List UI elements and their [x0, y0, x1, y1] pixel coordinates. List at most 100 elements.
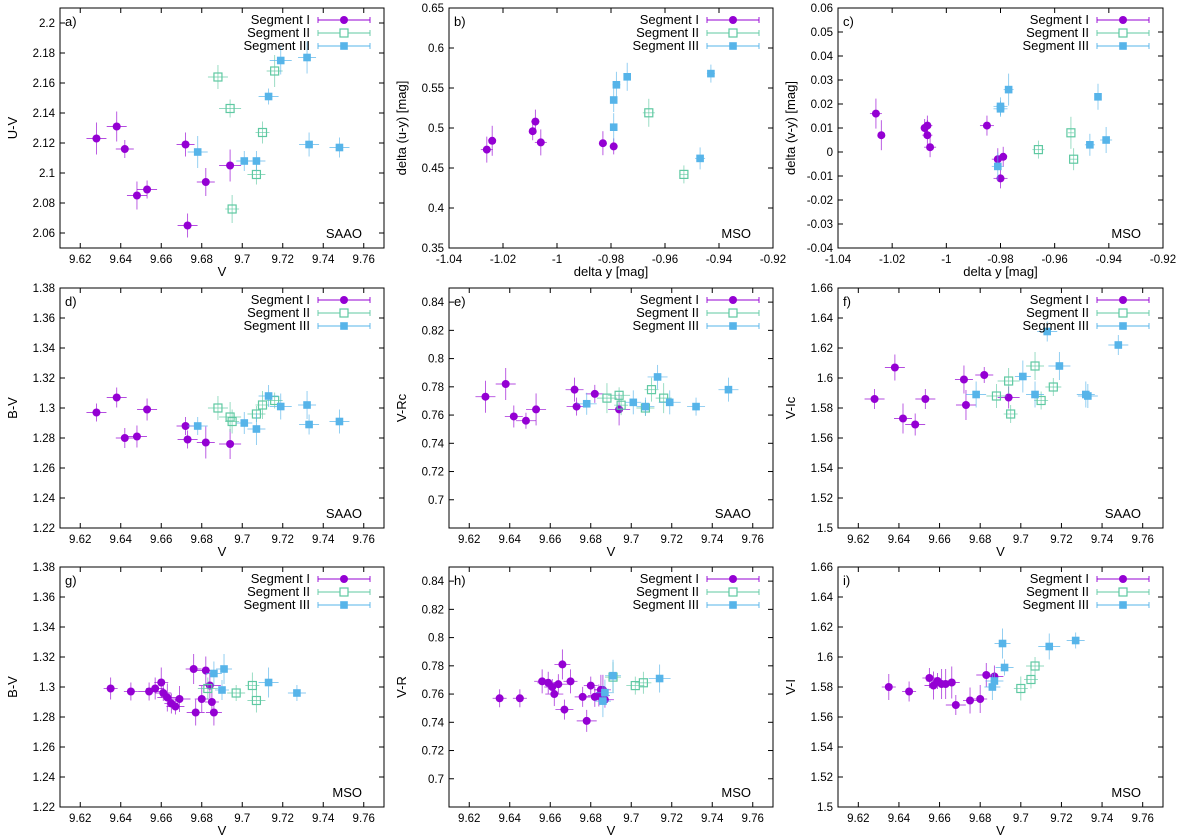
x-tick-label: -0.98 — [598, 254, 624, 266]
x-axis-label: delta y [mag] — [963, 264, 1037, 279]
legend-label: Segment II — [636, 305, 699, 320]
data-point-segment-i — [558, 660, 567, 669]
y-axis-label: B-V — [5, 676, 20, 698]
x-axis-label: V — [607, 544, 616, 559]
y-tick-label: 1.5 — [817, 523, 833, 535]
data-point-segment-i — [871, 109, 880, 118]
legend-label: Segment III — [1023, 38, 1089, 53]
y-tick-label: 0.01 — [811, 123, 833, 135]
y-tick-label: 2.06 — [33, 228, 55, 240]
panel-a: 9.62 9.64 9.66 9.68 9.7 9.72 9.74 9.76 2.06 2.08 2… — [5, 7, 385, 279]
x-tick-label: 9.76 — [1131, 813, 1153, 825]
data-point-segment-iii — [1094, 93, 1102, 101]
y-tick-label: 0.35 — [422, 243, 444, 255]
data-point-segment-iii — [998, 639, 1007, 648]
data-point-segment-iii — [335, 417, 344, 426]
x-axis-label: V — [218, 823, 227, 837]
data-point-segment-iii — [293, 689, 301, 697]
observatory-label: MSO — [721, 785, 751, 800]
data-point-segment-iii — [612, 81, 621, 89]
x-tick-label: 9.66 — [928, 534, 950, 546]
data-point-segment-ii — [227, 204, 237, 214]
data-point-segment-i — [905, 687, 914, 696]
y-tick-label: 2.1 — [39, 168, 55, 180]
data-point-segment-ii — [227, 416, 237, 427]
y-tick-label: 1.62 — [811, 343, 833, 355]
x-tick-label: 9.7 — [234, 534, 250, 546]
y-tick-label: 1.62 — [811, 622, 833, 634]
x-tick-label: 9.68 — [580, 813, 602, 825]
x-tick-label: 9.72 — [272, 534, 294, 546]
y-axis-label: U-V — [5, 116, 20, 139]
observatory-label: SAAO — [1105, 506, 1141, 521]
legend-marker — [1118, 28, 1128, 38]
y-tick-label: 0.55 — [422, 83, 444, 95]
panel-f: 9.62 9.64 9.66 9.68 9.7 9.72 9.74 9.76 1.5 1.52 1.… — [783, 283, 1164, 559]
x-tick-label: 9.74 — [312, 813, 335, 825]
y-tick-label: 1.34 — [33, 622, 56, 634]
data-point-segment-ii — [679, 169, 689, 179]
x-tick-label: 9.76 — [353, 813, 375, 825]
x-tick-label: 9.74 — [312, 534, 335, 546]
x-tick-label: 9.66 — [539, 534, 561, 546]
data-point-segment-iii — [1004, 85, 1013, 94]
y-tick-label: 1.52 — [811, 493, 833, 505]
legend-label: Segment II — [1026, 25, 1089, 40]
legend-label: Segment III — [633, 38, 699, 53]
x-tick-label: 9.62 — [69, 534, 91, 546]
y-tick-label: -0.02 — [807, 195, 833, 207]
y-tick-label: 0.84 — [422, 297, 445, 309]
data-point-segment-i — [951, 701, 960, 709]
y-tick-label: 0.05 — [811, 27, 833, 39]
data-point-segment-i — [226, 440, 235, 448]
data-point-segment-ii — [616, 400, 626, 410]
data-point-segment-i — [163, 693, 172, 702]
y-tick-label: 0.78 — [422, 382, 444, 394]
data-point-segment-i — [578, 692, 587, 701]
data-point-segment-i — [495, 694, 504, 703]
x-tick-label: -1.04 — [825, 254, 852, 266]
y-tick-label: 0.7 — [428, 774, 444, 786]
x-axis-label: delta y [mag] — [574, 264, 648, 279]
legend-marker — [729, 322, 737, 330]
data-point-segment-iii — [276, 56, 285, 65]
panel-letter: d) — [65, 294, 77, 309]
data-point-segment-ii — [213, 72, 223, 82]
y-tick-label: 1.26 — [33, 463, 55, 475]
y-tick-label: 1.3 — [39, 403, 55, 415]
x-tick-label: 9.72 — [272, 813, 294, 825]
x-tick-label: 9.66 — [928, 813, 950, 825]
data-point-segment-i — [112, 122, 121, 131]
legend-marker — [340, 296, 348, 304]
legend-label: Segment I — [251, 571, 310, 586]
data-point-segment-i — [921, 395, 930, 403]
data-point-segment-iii — [623, 73, 631, 81]
data-point-segment-i — [976, 695, 985, 703]
x-tick-label: 9.72 — [1050, 813, 1072, 825]
legend-marker — [729, 575, 737, 583]
x-tick-label: 9.76 — [742, 534, 764, 546]
data-point-segment-i — [996, 174, 1005, 183]
x-tick-label: 9.64 — [888, 534, 911, 546]
data-point-segment-i — [1004, 393, 1013, 402]
x-tick-label: 9.7 — [1013, 813, 1029, 825]
data-point-segment-iii — [582, 399, 591, 408]
legend-label: Segment III — [1023, 597, 1089, 612]
x-tick-label: -1.02 — [879, 254, 905, 266]
data-point-segment-ii — [247, 680, 257, 691]
data-point-segment-i — [207, 698, 216, 706]
y-tick-label: 1.24 — [33, 772, 56, 784]
data-point-segment-i — [890, 363, 899, 372]
x-tick-label: -0.96 — [652, 254, 678, 266]
y-tick-label: 2.16 — [33, 78, 55, 90]
y-tick-label: 0 — [827, 147, 833, 159]
y-tick-label: 1.32 — [33, 373, 55, 385]
data-point-segment-iii — [252, 157, 261, 165]
x-tick-label: 9.64 — [499, 534, 522, 546]
data-point-segment-ii — [270, 66, 280, 76]
x-tick-label: 9.68 — [580, 534, 602, 546]
y-tick-label: 0.7 — [428, 495, 444, 507]
data-point-segment-iii — [655, 674, 664, 683]
